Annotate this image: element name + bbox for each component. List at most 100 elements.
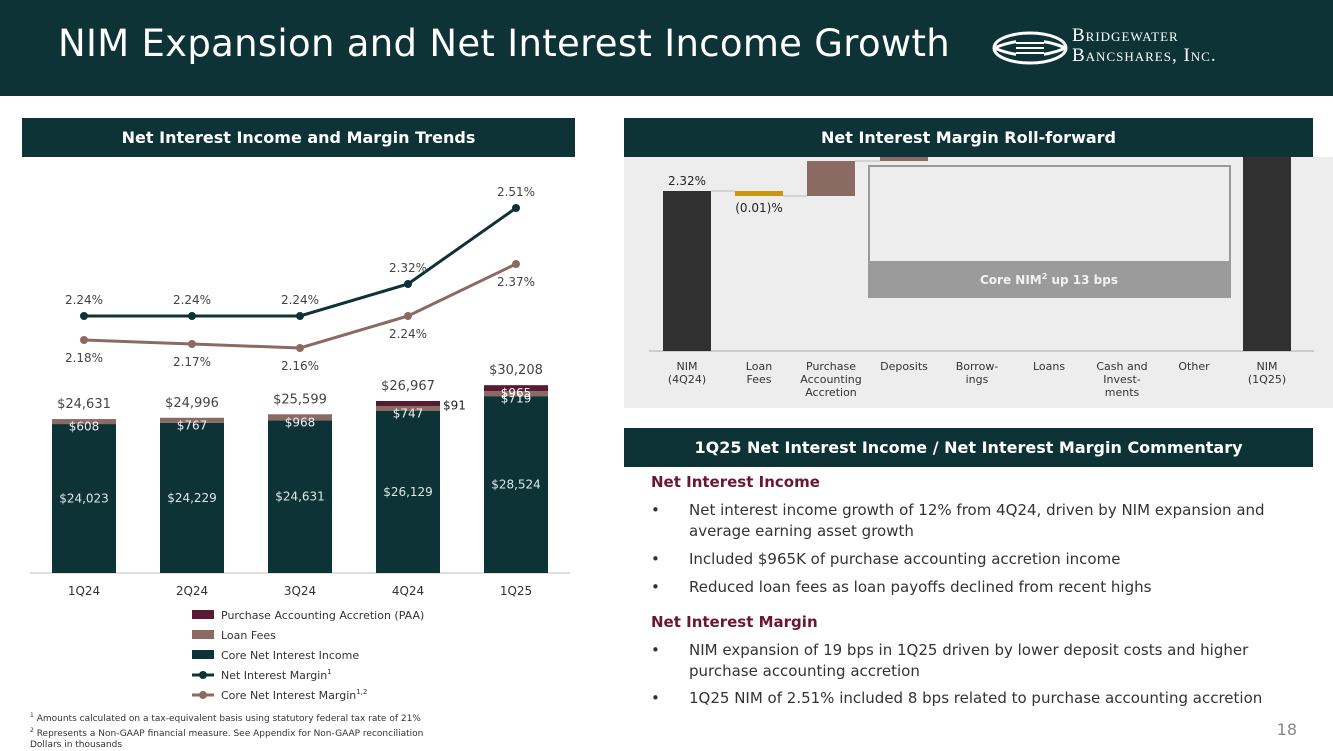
margin-point	[404, 312, 412, 320]
x-tick-label: Accretion	[805, 386, 857, 399]
logo-wordmark: Bridgewater Bancshares, Inc.	[1072, 26, 1217, 66]
page-number: 18	[1276, 720, 1297, 739]
bar-value-label: $719	[501, 392, 532, 406]
waterfall-bar	[1243, 157, 1291, 351]
legend-swatch	[192, 650, 214, 659]
x-tick-label: 1Q25	[500, 584, 532, 598]
bar-value-label: $968	[285, 415, 316, 429]
legend-marker	[199, 671, 207, 679]
legend-swatch	[192, 630, 214, 639]
margin-label: 2.18%	[65, 351, 103, 365]
legend-label: Net Interest Margin1	[221, 668, 332, 682]
margin-label: 2.17%	[173, 355, 211, 369]
list-item: Net interest income growth of 12% from 4…	[651, 500, 1311, 542]
footnotes: 1 Amounts calculated on a tax-equivalent…	[30, 710, 423, 751]
x-tick-label: Deposits	[880, 360, 928, 373]
core-nim-annotation: Core NIM2 up 13 bps	[980, 272, 1118, 287]
margin-label: 2.24%	[281, 293, 319, 307]
footnote-3: Dollars in thousands	[30, 740, 123, 750]
margin-point	[80, 312, 88, 320]
left-chart-banner: Net Interest Income and Margin Trends	[22, 118, 575, 157]
commentary-banner: 1Q25 Net Interest Income / Net Interest …	[624, 428, 1313, 467]
x-tick-label: Cash and	[1096, 360, 1147, 373]
footnote-2: 2 Represents a Non-GAAP financial measur…	[30, 725, 423, 740]
bar-value-label: $28,524	[491, 478, 541, 492]
bar-segment	[268, 420, 332, 573]
x-tick-label: 2Q24	[176, 584, 208, 598]
footnote-1-sup: 1	[30, 712, 34, 719]
margin-point	[512, 260, 520, 268]
footnote-2-text: Represents a Non-GAAP financial measure.…	[36, 729, 424, 739]
margin-label: 2.24%	[173, 293, 211, 307]
legend-label: Core Net Interest Margin1,2	[221, 688, 367, 702]
bar-value-label: $24,631	[275, 490, 325, 504]
page-title: NIM Expansion and Net Interest Income Gr…	[58, 22, 951, 65]
list-item: Included $965K of purchase accounting ac…	[651, 549, 1311, 570]
legend-superscript: 1,2	[356, 688, 367, 696]
x-tick-label: 1Q24	[68, 584, 100, 598]
logo-line-1: Bridgewater	[1072, 25, 1179, 46]
x-tick-label: Loan	[746, 360, 772, 373]
bar-segment	[52, 424, 116, 573]
margin-point	[80, 336, 88, 344]
margin-label: 2.51%	[497, 185, 535, 199]
bar-segment	[484, 385, 548, 392]
margin-label: 2.24%	[65, 293, 103, 307]
footnote-2-sup: 2	[30, 727, 34, 734]
waterfall-value-label: 0.07%	[812, 157, 850, 158]
bar-segment	[484, 396, 548, 573]
x-tick-label: ings	[966, 373, 989, 386]
x-tick-label: NIM	[1257, 360, 1278, 373]
x-tick-label: Loans	[1033, 360, 1065, 373]
bar-value-label: $608	[69, 420, 100, 434]
list-item: 1Q25 NIM of 2.51% included 8 bps related…	[651, 688, 1311, 709]
bar-segment	[484, 391, 548, 397]
footnote-1-text: Amounts calculated on a tax-equivalent b…	[36, 714, 421, 724]
margin-point	[296, 312, 304, 320]
legend-label: Core Net Interest Income	[221, 649, 359, 662]
bar-total-label: $26,967	[381, 379, 435, 394]
x-tick-label: Borrow-	[956, 360, 999, 373]
legend-label: Loan Fees	[221, 629, 276, 642]
annotation-text: up 13 bps	[1047, 273, 1118, 287]
bar-value-label: $26,129	[383, 485, 433, 499]
margin-label: 2.16%	[281, 359, 319, 373]
x-tick-label: 4Q24	[392, 584, 424, 598]
x-tick-label: (1Q25)	[1248, 373, 1286, 386]
waterfall-value-label: 2.32%	[668, 174, 706, 188]
margin-label: 2.24%	[389, 327, 427, 341]
bar-value-label: $24,023	[59, 492, 109, 506]
waterfall-value-label: (0.01)%	[735, 201, 782, 215]
margin-label: 2.32%	[389, 261, 427, 275]
bar-total-label: $30,208	[489, 363, 543, 378]
bar-value-label: $24,229	[167, 491, 217, 505]
nim-rollforward-chart: Core NIM2 up 13 bps2.32%NIM(4Q24)(0.01)%…	[649, 157, 1314, 399]
header-bar: NIM Expansion and Net Interest Income Gr…	[0, 0, 1333, 96]
waterfall-bar	[880, 157, 928, 161]
bar-segment	[376, 406, 440, 412]
company-logo: Bridgewater Bancshares, Inc.	[990, 20, 1290, 80]
legend-superscript: 1	[327, 668, 331, 676]
x-tick-label: 3Q24	[284, 584, 316, 598]
x-tick-label: (4Q24)	[668, 373, 706, 386]
bar-segment	[160, 417, 224, 423]
margin-point	[296, 344, 304, 352]
list-item: NIM expansion of 19 bps in 1Q25 driven b…	[651, 640, 1311, 682]
margin-point	[404, 280, 412, 288]
list-item: Reduced loan fees as loan payoffs declin…	[651, 577, 1311, 598]
margin-point	[188, 340, 196, 348]
margin-point	[512, 204, 520, 212]
waterfall-bar	[663, 191, 711, 351]
footnote-1: 1 Amounts calculated on a tax-equivalent…	[30, 710, 423, 725]
x-tick-label: NIM	[677, 360, 698, 373]
bar-value-label: $747	[393, 407, 424, 421]
x-tick-label: Fees	[747, 373, 772, 386]
waterfall-bar	[807, 161, 855, 196]
x-tick-label: Purchase	[806, 360, 856, 373]
logo-line-2: Bancshares, Inc.	[1072, 45, 1217, 66]
annotation-superscript: 2	[1042, 272, 1048, 281]
nii-heading: Net Interest Income	[651, 473, 820, 491]
margin-point	[188, 312, 196, 320]
legend-marker	[199, 691, 207, 699]
x-tick-label: ments	[1105, 386, 1140, 399]
